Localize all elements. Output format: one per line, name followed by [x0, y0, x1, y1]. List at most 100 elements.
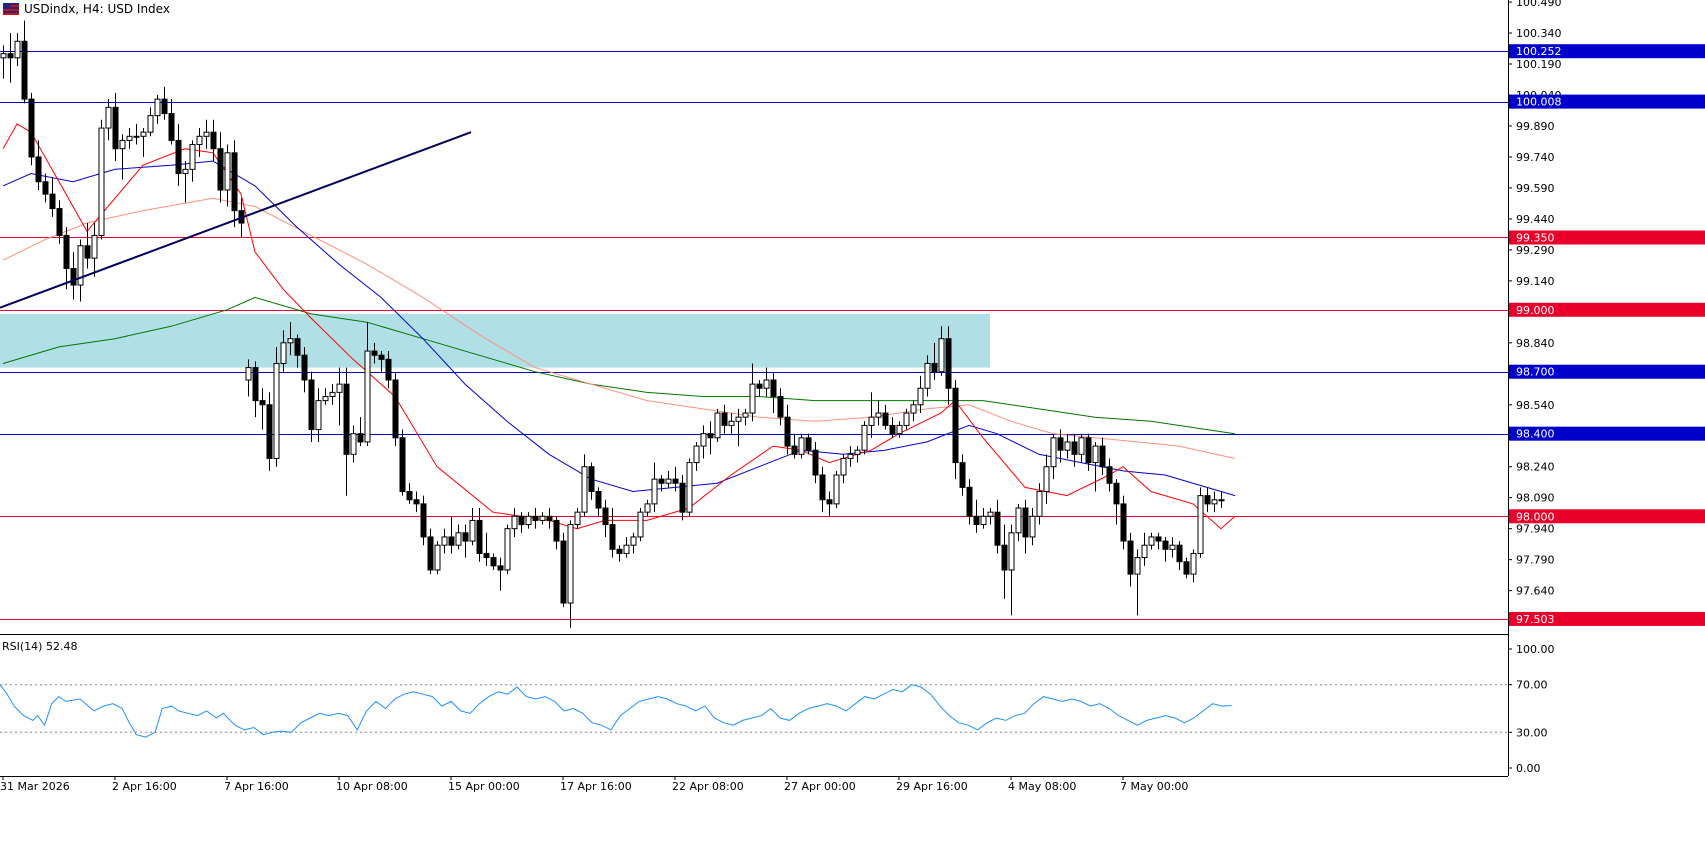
candle	[875, 400, 882, 426]
rsi-tick-label: 70.00	[1516, 679, 1548, 692]
time-tick-label: 7 May 00:00	[1120, 780, 1188, 793]
candle-body	[154, 98, 161, 117]
level-price-tag-label: 99.350	[1516, 231, 1555, 244]
candle-body	[630, 536, 637, 546]
candle-body	[791, 445, 798, 455]
candle	[1036, 483, 1043, 525]
price-tick-label: 99.290	[1516, 244, 1555, 257]
candle-body	[301, 354, 308, 381]
candle	[721, 404, 728, 434]
candle	[175, 123, 182, 186]
chart-title: USDindx, H4: USD Index	[24, 2, 170, 16]
candle	[1162, 536, 1169, 562]
candle-body	[539, 515, 546, 521]
level-price-tag	[1509, 230, 1705, 245]
candle	[903, 408, 910, 430]
candle-body	[1218, 499, 1225, 502]
candle	[1029, 508, 1036, 546]
candle	[357, 417, 364, 447]
candle-body	[742, 412, 749, 418]
candle-body	[1190, 552, 1197, 575]
rsi-panel: RSI(14) 52.48	[0, 634, 1508, 738]
candle	[301, 346, 308, 393]
candle-body	[966, 486, 973, 517]
candle	[399, 429, 406, 496]
candle-body	[133, 135, 140, 138]
candle-body	[945, 338, 952, 389]
candle	[1204, 487, 1211, 513]
candle-body	[406, 491, 413, 501]
time-tick-label: 2 Apr 16:00	[112, 780, 177, 793]
candle-body	[42, 181, 49, 195]
candle-body	[777, 396, 784, 418]
chart-header: USDindx, H4: USD Index	[3, 2, 170, 16]
candle	[679, 474, 686, 521]
candle	[637, 508, 644, 542]
time-tick-label: 4 May 08:00	[1008, 780, 1076, 793]
candle	[63, 227, 70, 290]
candle	[1015, 503, 1022, 542]
candle	[133, 123, 140, 145]
candle-body	[203, 131, 210, 137]
candle	[49, 177, 56, 217]
candle	[21, 20, 28, 104]
candle-body	[609, 524, 616, 550]
candle-body	[861, 424, 868, 451]
candle-body	[434, 544, 441, 571]
candle-body	[952, 387, 959, 464]
candle	[1134, 549, 1141, 616]
time-tick-label: 7 Apr 16:00	[224, 780, 289, 793]
candle-body	[0, 53, 7, 59]
candle	[343, 367, 350, 496]
candles-layer	[0, 20, 1225, 628]
candle-body	[672, 478, 679, 484]
candle	[924, 355, 931, 397]
candle	[252, 361, 259, 418]
trendline-layer	[0, 131, 472, 309]
candle-body	[1029, 515, 1036, 538]
candle-body	[1197, 495, 1204, 554]
candle-body	[686, 462, 693, 513]
candle-body	[805, 437, 812, 451]
candle	[434, 541, 441, 575]
candle-body	[847, 453, 854, 459]
candle	[609, 508, 616, 558]
candle-body	[840, 457, 847, 476]
candle-body	[294, 338, 301, 356]
candle	[1127, 532, 1134, 587]
candle	[966, 479, 973, 525]
candle-body	[931, 362, 938, 373]
rsi-line	[0, 684, 1232, 738]
candle	[406, 483, 413, 504]
candle-body	[924, 362, 931, 389]
candle-body	[504, 528, 511, 571]
price-zone-layer	[0, 313, 990, 368]
candle	[476, 508, 483, 562]
candle-body	[182, 168, 189, 174]
candle	[287, 322, 294, 356]
candle	[469, 508, 476, 546]
candle-body	[315, 400, 322, 431]
candle-body	[1022, 507, 1029, 538]
candle-body	[1057, 437, 1064, 451]
candle-body	[7, 53, 14, 59]
rsi-tick-label: 100.00	[1516, 643, 1555, 656]
candle-body	[903, 412, 910, 426]
candle-body	[728, 420, 735, 426]
candle-body	[168, 113, 175, 141]
candle	[1001, 524, 1008, 599]
candle-body	[84, 245, 91, 259]
candle	[91, 223, 98, 277]
candle	[497, 557, 504, 591]
candle-body	[322, 396, 329, 402]
candle	[259, 388, 266, 430]
candle-body	[224, 152, 231, 191]
candle-body	[1134, 557, 1141, 575]
candle	[518, 512, 525, 533]
price-tick-label: 100.490	[1516, 0, 1562, 9]
candle	[1022, 499, 1029, 554]
candle-body	[336, 383, 343, 393]
time-tick-label: 31 Mar 2026	[0, 780, 70, 793]
candle	[126, 128, 133, 149]
candle-body	[112, 106, 119, 150]
